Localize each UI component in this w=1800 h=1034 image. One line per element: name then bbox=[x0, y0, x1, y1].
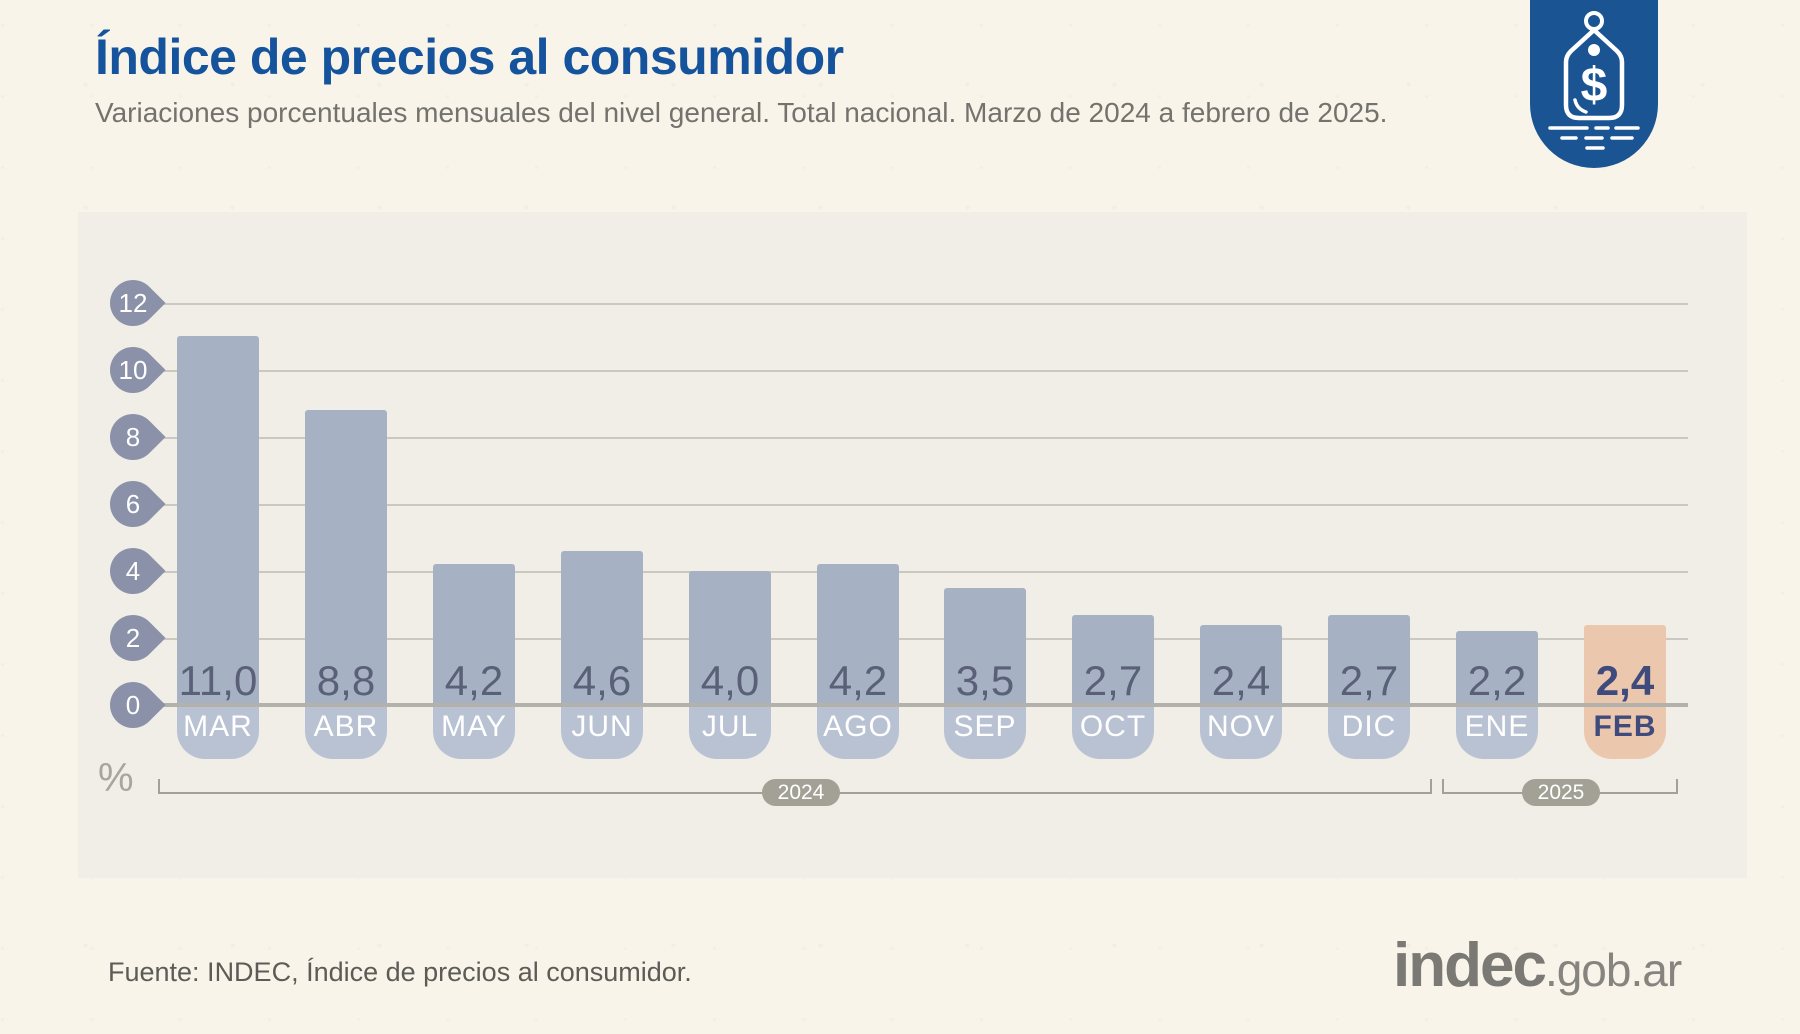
gridline-10 bbox=[156, 370, 1688, 372]
gridline-8 bbox=[156, 437, 1688, 439]
logo-text: indec bbox=[1393, 931, 1547, 1000]
bar-nov bbox=[1200, 625, 1282, 705]
month-pill-jul: JUL bbox=[689, 703, 771, 759]
bar-dic bbox=[1328, 615, 1410, 705]
y-tick-label-0: 0 bbox=[125, 689, 141, 720]
bar-value-jun: 4,6 bbox=[572, 657, 632, 704]
month-pill-mar: MAR bbox=[177, 703, 259, 759]
bar-value-feb: 2,4 bbox=[1595, 657, 1655, 704]
bar-value-ene: 2,2 bbox=[1467, 657, 1527, 704]
month-pill-feb: FEB bbox=[1584, 703, 1666, 759]
y-tick-pin-12: 12 bbox=[100, 270, 166, 336]
month-pill-may: MAY bbox=[433, 703, 515, 759]
gridline-4 bbox=[156, 571, 1688, 573]
bar-value-abr: 8,8 bbox=[316, 657, 376, 704]
year-label-2024: 2024 bbox=[777, 780, 825, 804]
bar-ago bbox=[817, 564, 899, 705]
y-tick-label-2: 2 bbox=[125, 622, 141, 653]
bar-jul bbox=[689, 571, 771, 705]
month-pill-ago: AGO bbox=[817, 703, 899, 759]
y-tick-label-10: 10 bbox=[118, 354, 148, 385]
gridline-12 bbox=[156, 303, 1688, 305]
month-pill-sep: SEP bbox=[944, 703, 1026, 759]
gridline-2 bbox=[156, 638, 1688, 640]
bar-mar bbox=[177, 336, 259, 705]
y-tick-label-4: 4 bbox=[125, 555, 141, 586]
bar-value-nov: 2,4 bbox=[1211, 657, 1271, 704]
page-subtitle: Variaciones porcentuales mensuales del n… bbox=[95, 97, 1388, 128]
indec-logo: indec .gob.ar bbox=[1393, 930, 1682, 1001]
bar-ene bbox=[1456, 631, 1538, 705]
year-pill-2024: 2024 bbox=[762, 779, 840, 806]
y-tick-pin-4: 4 bbox=[100, 538, 166, 604]
bar-value-ago: 4,2 bbox=[828, 657, 888, 704]
page-title: Índice de precios al consumidor bbox=[95, 29, 844, 85]
logo-suffix: .gob.ar bbox=[1544, 944, 1682, 996]
month-pill-oct: OCT bbox=[1072, 703, 1154, 759]
bar-value-oct: 2,7 bbox=[1083, 657, 1143, 704]
chart-panel: 0 2 4 6 8 10 12 11,0 MAR 8,8 ABR 4,2 MAY 4,6 JUN 4,0 JU… bbox=[78, 212, 1747, 878]
month-pill-dic: DIC bbox=[1328, 703, 1410, 759]
x-axis-baseline bbox=[156, 703, 1688, 707]
y-tick-pin-0: 0 bbox=[100, 672, 166, 738]
month-pill-ene: ENE bbox=[1456, 703, 1538, 759]
bar-jun bbox=[561, 551, 643, 705]
month-pill-nov: NOV bbox=[1200, 703, 1282, 759]
bar-value-jul: 4,0 bbox=[700, 657, 760, 704]
svg-text:$: $ bbox=[1581, 59, 1608, 112]
bar-value-sep: 3,5 bbox=[955, 657, 1015, 704]
year-label-2025: 2025 bbox=[1537, 780, 1585, 804]
bar-value-may: 4,2 bbox=[444, 657, 504, 704]
y-tick-pin-8: 8 bbox=[100, 404, 166, 470]
bar-value-mar: 11,0 bbox=[178, 657, 258, 704]
bar-may bbox=[433, 564, 515, 705]
y-tick-label-8: 8 bbox=[125, 421, 141, 452]
y-tick-label-6: 6 bbox=[125, 488, 141, 519]
gridline-6 bbox=[156, 504, 1688, 506]
y-tick-pin-6: 6 bbox=[100, 471, 166, 537]
month-pill-abr: ABR bbox=[305, 703, 387, 759]
bar-sep bbox=[944, 588, 1026, 705]
bar-feb bbox=[1584, 625, 1666, 705]
brand-badge: $ bbox=[1530, 0, 1658, 168]
bar-oct bbox=[1072, 615, 1154, 705]
y-tick-pin-10: 10 bbox=[100, 337, 166, 403]
y-tick-label-12: 12 bbox=[118, 287, 148, 318]
bar-value-dic: 2,7 bbox=[1339, 657, 1399, 704]
source-text: Fuente: INDEC, Índice de precios al cons… bbox=[108, 957, 692, 987]
year-pill-2025: 2025 bbox=[1522, 779, 1600, 806]
price-tag-icon: $ bbox=[1530, 11, 1658, 172]
y-tick-pin-2: 2 bbox=[100, 605, 166, 671]
bar-abr bbox=[305, 410, 387, 705]
month-pill-jun: JUN bbox=[561, 703, 643, 759]
y-axis-unit-label: % bbox=[98, 756, 134, 800]
